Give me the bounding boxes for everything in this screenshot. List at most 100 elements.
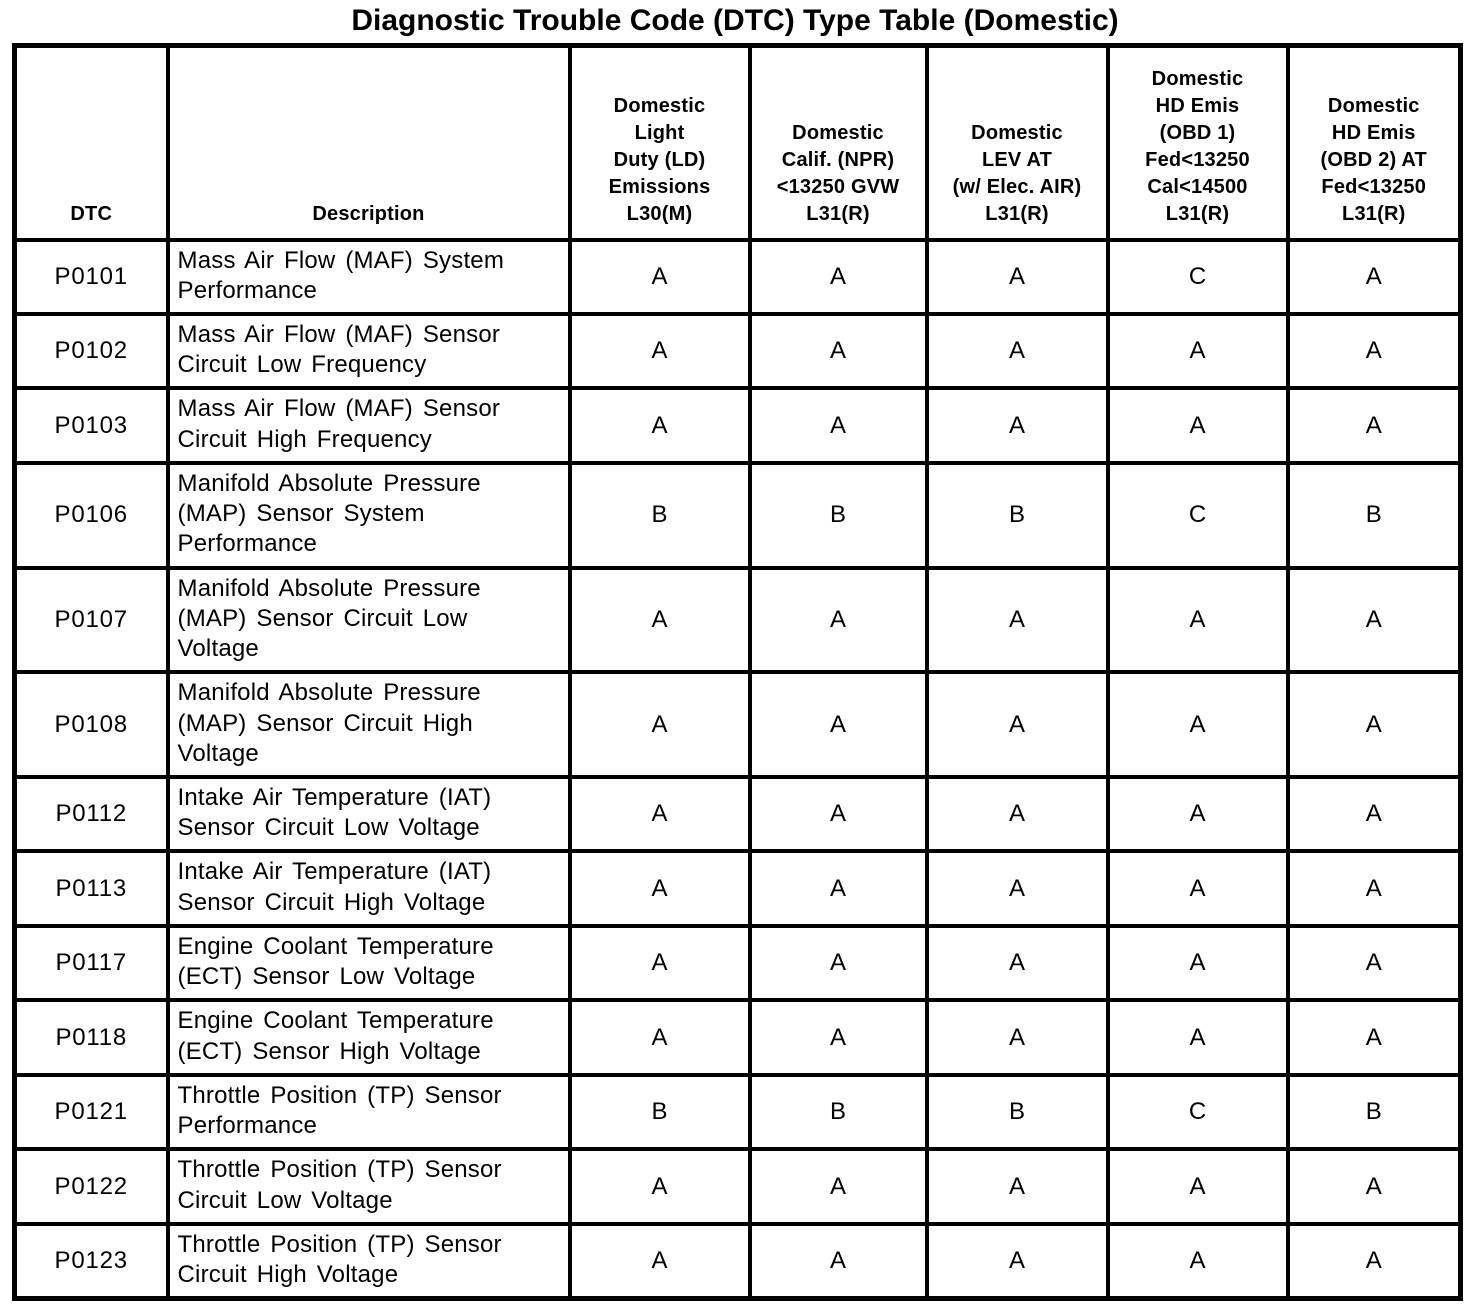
col-header-dtc: DTC bbox=[12, 43, 170, 242]
col-header-domestic-hd-emis-obd1: Domestic HD Emis (OBD 1) Fed<13250 Cal<1… bbox=[1105, 43, 1290, 242]
type-cell: A bbox=[567, 386, 752, 465]
table-row: P0113 Intake Air Temperature (IAT) Senso… bbox=[12, 849, 1463, 928]
type-cell: B bbox=[567, 460, 752, 570]
type-cell: A bbox=[924, 998, 1110, 1077]
table-row: P0108 Manifold Absolute Pressure (MAP) S… bbox=[12, 670, 1463, 780]
type-cell: A bbox=[567, 311, 752, 391]
dtc-code-cell: P0101 bbox=[12, 237, 170, 316]
table-row: P0121 Throttle Position (TP) Sensor Perf… bbox=[12, 1072, 1463, 1152]
type-cell: A bbox=[1285, 1147, 1463, 1226]
type-cell: A bbox=[1105, 670, 1290, 780]
type-cell: A bbox=[924, 237, 1110, 316]
type-cell: C bbox=[1105, 1072, 1290, 1152]
dtc-code-cell: P0102 bbox=[12, 311, 170, 391]
dtc-code-cell: P0121 bbox=[12, 1072, 170, 1152]
type-cell: A bbox=[924, 923, 1110, 1003]
table-row: P0112 Intake Air Temperature (IAT) Senso… bbox=[12, 775, 1463, 854]
dtc-code-cell: P0117 bbox=[12, 923, 170, 1003]
table-row: P0101 Mass Air Flow (MAF) System Perform… bbox=[12, 237, 1463, 316]
type-cell: A bbox=[1285, 386, 1463, 465]
col-header-description: Description bbox=[165, 43, 572, 242]
table-body: P0101 Mass Air Flow (MAF) System Perform… bbox=[12, 237, 1463, 1301]
description-cell: Engine Coolant Temperature (ECT) Sensor … bbox=[165, 998, 572, 1077]
type-cell: A bbox=[1105, 311, 1290, 391]
type-cell: A bbox=[567, 923, 752, 1003]
type-cell: A bbox=[1285, 311, 1463, 391]
type-cell: A bbox=[567, 775, 752, 854]
type-cell: A bbox=[924, 565, 1110, 675]
dtc-type-table: DTC Description Domestic Light Duty (LD)… bbox=[12, 43, 1463, 1302]
dtc-code-cell: P0103 bbox=[12, 386, 170, 465]
type-cell: A bbox=[747, 670, 929, 780]
type-cell: A bbox=[747, 386, 929, 465]
description-cell: Manifold Absolute Pressure (MAP) Sensor … bbox=[165, 670, 572, 780]
type-cell: A bbox=[924, 670, 1110, 780]
type-cell: A bbox=[747, 311, 929, 391]
table-row: P0122 Throttle Position (TP) Sensor Circ… bbox=[12, 1147, 1463, 1226]
type-cell: A bbox=[924, 849, 1110, 928]
type-cell: A bbox=[1105, 1221, 1290, 1301]
dtc-code-cell: P0113 bbox=[12, 849, 170, 928]
type-cell: A bbox=[747, 237, 929, 316]
type-cell: A bbox=[747, 1147, 929, 1226]
dtc-code-cell: P0106 bbox=[12, 460, 170, 570]
type-cell: A bbox=[567, 670, 752, 780]
type-cell: B bbox=[1285, 1072, 1463, 1152]
table-row: P0103 Mass Air Flow (MAF) Sensor Circuit… bbox=[12, 386, 1463, 465]
col-header-domestic-lev-at: Domestic LEV AT (w/ Elec. AIR) L31(R) bbox=[924, 43, 1110, 242]
description-cell: Throttle Position (TP) Sensor Circuit Hi… bbox=[165, 1221, 572, 1301]
dtc-code-cell: P0118 bbox=[12, 998, 170, 1077]
description-cell: Mass Air Flow (MAF) System Performance bbox=[165, 237, 572, 316]
type-cell: A bbox=[1105, 998, 1290, 1077]
type-cell: C bbox=[1105, 237, 1290, 316]
type-cell: A bbox=[567, 237, 752, 316]
type-cell: A bbox=[1285, 565, 1463, 675]
description-cell: Throttle Position (TP) Sensor Circuit Lo… bbox=[165, 1147, 572, 1226]
table-header: DTC Description Domestic Light Duty (LD)… bbox=[12, 43, 1463, 242]
dtc-code-cell: P0122 bbox=[12, 1147, 170, 1226]
description-cell: Throttle Position (TP) Sensor Performanc… bbox=[165, 1072, 572, 1152]
type-cell: A bbox=[567, 1147, 752, 1226]
description-cell: Manifold Absolute Pressure (MAP) Sensor … bbox=[165, 460, 572, 570]
description-cell: Mass Air Flow (MAF) Sensor Circuit Low F… bbox=[165, 311, 572, 391]
dtc-code-cell: P0107 bbox=[12, 565, 170, 675]
type-cell: A bbox=[1285, 775, 1463, 854]
type-cell: A bbox=[747, 565, 929, 675]
dtc-code-cell: P0112 bbox=[12, 775, 170, 854]
type-cell: A bbox=[924, 1221, 1110, 1301]
table-row: P0117 Engine Coolant Temperature (ECT) S… bbox=[12, 923, 1463, 1003]
type-cell: A bbox=[1105, 923, 1290, 1003]
table-row: P0118 Engine Coolant Temperature (ECT) S… bbox=[12, 998, 1463, 1077]
type-cell: A bbox=[1285, 849, 1463, 928]
type-cell: A bbox=[747, 1221, 929, 1301]
type-cell: A bbox=[567, 1221, 752, 1301]
type-cell: B bbox=[1285, 460, 1463, 570]
type-cell: A bbox=[567, 565, 752, 675]
table-row: P0106 Manifold Absolute Pressure (MAP) S… bbox=[12, 460, 1463, 570]
dtc-code-cell: P0108 bbox=[12, 670, 170, 780]
type-cell: A bbox=[1285, 998, 1463, 1077]
type-cell: A bbox=[747, 849, 929, 928]
table-row: P0123 Throttle Position (TP) Sensor Circ… bbox=[12, 1221, 1463, 1301]
description-cell: Intake Air Temperature (IAT) Sensor Circ… bbox=[165, 849, 572, 928]
type-cell: C bbox=[1105, 460, 1290, 570]
type-cell: A bbox=[924, 311, 1110, 391]
type-cell: A bbox=[1105, 386, 1290, 465]
type-cell: B bbox=[747, 1072, 929, 1152]
type-cell: A bbox=[747, 923, 929, 1003]
type-cell: A bbox=[1105, 1147, 1290, 1226]
type-cell: A bbox=[1105, 775, 1290, 854]
type-cell: A bbox=[1285, 670, 1463, 780]
type-cell: A bbox=[567, 849, 752, 928]
col-header-domestic-ld-emissions: Domestic Light Duty (LD) Emissions L30(M… bbox=[567, 43, 752, 242]
table-row: P0107 Manifold Absolute Pressure (MAP) S… bbox=[12, 565, 1463, 675]
table-row: P0102 Mass Air Flow (MAF) Sensor Circuit… bbox=[12, 311, 1463, 391]
col-header-domestic-hd-emis-obd2: Domestic HD Emis (OBD 2) AT Fed<13250 L3… bbox=[1285, 43, 1463, 242]
type-cell: A bbox=[567, 998, 752, 1077]
type-cell: A bbox=[1105, 565, 1290, 675]
type-cell: B bbox=[924, 460, 1110, 570]
description-cell: Engine Coolant Temperature (ECT) Sensor … bbox=[165, 923, 572, 1003]
type-cell: A bbox=[1285, 923, 1463, 1003]
type-cell: A bbox=[1285, 1221, 1463, 1301]
type-cell: A bbox=[924, 386, 1110, 465]
